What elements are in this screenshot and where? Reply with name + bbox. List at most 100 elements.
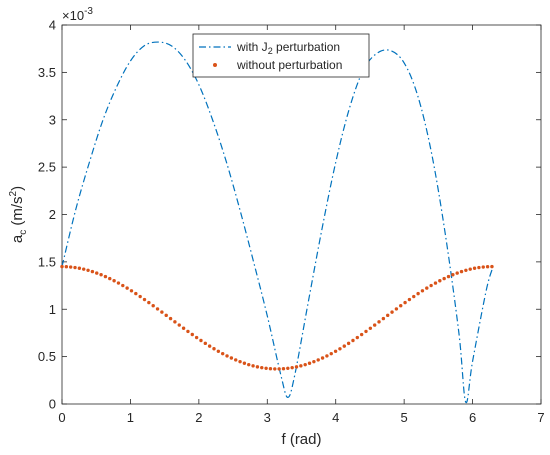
legend-box bbox=[192, 33, 370, 78]
y-axis-label-unit-open: (m/s bbox=[9, 196, 26, 229]
series-point-without-perturbation bbox=[372, 323, 377, 327]
series-point-without-perturbation bbox=[138, 294, 142, 299]
series-point-without-perturbation bbox=[290, 365, 294, 370]
series-point-without-perturbation bbox=[242, 361, 247, 365]
series-point-without-perturbation bbox=[212, 347, 216, 351]
legend-entry-with-j2-sub: 2 bbox=[268, 46, 273, 56]
y-tick-label: 0 bbox=[49, 397, 56, 412]
x-tick-label: 3 bbox=[264, 410, 271, 425]
series-point-without-perturbation bbox=[294, 365, 299, 369]
series-point-without-perturbation bbox=[251, 364, 255, 368]
series-point-without-perturbation bbox=[103, 274, 108, 279]
series-point-without-perturbation bbox=[307, 361, 312, 365]
series-point-without-perturbation bbox=[108, 276, 112, 281]
series-line-with-j2 bbox=[61, 41, 494, 404]
series-point-without-perturbation bbox=[407, 297, 412, 302]
series-point-without-perturbation bbox=[260, 365, 264, 370]
series-point-without-perturbation bbox=[477, 265, 481, 270]
series-point-without-perturbation bbox=[264, 366, 268, 370]
series-point-without-perturbation bbox=[181, 326, 186, 330]
series-point-without-perturbation bbox=[381, 316, 386, 321]
series-point-without-perturbation bbox=[207, 344, 212, 348]
series-point-without-perturbation bbox=[95, 271, 99, 275]
series-point-without-perturbation bbox=[64, 265, 69, 269]
series-point-without-perturbation bbox=[177, 323, 181, 327]
series-point-without-perturbation bbox=[168, 316, 173, 321]
series-point-without-perturbation bbox=[442, 276, 446, 281]
series-point-without-perturbation bbox=[255, 365, 260, 369]
series-point-without-perturbation bbox=[446, 274, 451, 279]
series-point-without-perturbation bbox=[412, 294, 416, 299]
series-point-without-perturbation bbox=[194, 335, 199, 340]
series-point-without-perturbation bbox=[325, 354, 329, 358]
series-point-without-perturbation bbox=[147, 300, 151, 305]
series-point-without-perturbation bbox=[247, 362, 251, 367]
series-point-without-perturbation bbox=[116, 281, 121, 285]
series-point-without-perturbation bbox=[273, 367, 277, 371]
series-point-without-perturbation bbox=[399, 304, 403, 308]
y-axis-label-unit-close: ) bbox=[9, 186, 26, 191]
series-point-without-perturbation bbox=[129, 289, 134, 293]
legend-entry-with-j2-post: perturbation bbox=[273, 40, 340, 54]
series-point-without-perturbation bbox=[433, 281, 438, 285]
series-point-without-perturbation bbox=[420, 289, 425, 293]
series-point-without-perturbation bbox=[346, 341, 351, 346]
series-point-without-perturbation bbox=[316, 358, 320, 362]
series-point-without-perturbation bbox=[355, 335, 360, 340]
y-tick-label: 1 bbox=[49, 302, 56, 317]
series-point-without-perturbation bbox=[112, 279, 116, 283]
y-axis-exponent-label: ×10-3 bbox=[62, 6, 93, 23]
y-tick-label: 3 bbox=[49, 112, 56, 127]
y-axis-label-sup: 2 bbox=[8, 190, 19, 196]
series-point-without-perturbation bbox=[333, 349, 338, 353]
series-point-without-perturbation bbox=[303, 362, 307, 367]
axes-box bbox=[61, 24, 542, 405]
y-tick-label: 3.5 bbox=[38, 65, 56, 80]
series-point-without-perturbation bbox=[155, 307, 160, 311]
x-tick-label: 0 bbox=[58, 410, 65, 425]
series-point-without-perturbation bbox=[121, 283, 125, 288]
series-point-without-perturbation bbox=[329, 351, 333, 356]
series-point-without-perturbation bbox=[225, 354, 229, 358]
series-point-without-perturbation bbox=[238, 359, 242, 364]
legend-entry-with-j2: with J2 perturbation bbox=[236, 40, 340, 56]
x-tick-label: 5 bbox=[401, 410, 408, 425]
series-point-without-perturbation bbox=[186, 329, 190, 334]
series-point-without-perturbation bbox=[73, 265, 77, 270]
y-tick-label: 4 bbox=[49, 18, 56, 33]
series-point-without-perturbation bbox=[268, 367, 273, 371]
series-point-without-perturbation bbox=[368, 326, 373, 330]
series-point-without-perturbation bbox=[142, 297, 147, 302]
series-point-without-perturbation bbox=[190, 332, 194, 337]
series-point-without-perturbation bbox=[86, 268, 90, 272]
legend-entry-with-j2-pre: with J bbox=[236, 40, 268, 54]
y-tick-label: 2.5 bbox=[38, 160, 56, 175]
series-point-without-perturbation bbox=[468, 267, 472, 271]
x-tick-label: 6 bbox=[469, 410, 476, 425]
legend: with J2 perturbation without perturbatio… bbox=[192, 33, 370, 78]
series-point-without-perturbation bbox=[281, 367, 286, 371]
x-tick-label: 7 bbox=[537, 410, 544, 425]
series-point-without-perturbation bbox=[77, 266, 82, 270]
legend-swatch-without-perturbation bbox=[213, 63, 217, 67]
series-point-without-perturbation bbox=[216, 349, 221, 353]
series-point-without-perturbation bbox=[203, 341, 208, 346]
series-point-without-perturbation bbox=[455, 271, 459, 275]
x-axis-label: f (rad) bbox=[281, 431, 321, 448]
series-point-without-perturbation bbox=[234, 358, 238, 362]
y-tick-label: 0.5 bbox=[38, 349, 56, 364]
y-axis-ticks: 0 0.5 1 1.5 2 2.5 3 3.5 4 bbox=[38, 18, 541, 412]
series-point-without-perturbation bbox=[151, 304, 155, 308]
y-axis-exponent-base: ×10 bbox=[62, 8, 84, 23]
series-point-without-perturbation bbox=[485, 265, 490, 269]
series-point-without-perturbation bbox=[403, 300, 407, 305]
series-point-without-perturbation bbox=[99, 273, 103, 277]
series-point-without-perturbation bbox=[173, 320, 177, 324]
series-point-without-perturbation bbox=[438, 279, 442, 283]
series-point-without-perturbation bbox=[90, 269, 95, 274]
series-point-without-perturbation bbox=[60, 264, 64, 269]
series-point-without-perturbation bbox=[82, 267, 86, 271]
series-point-without-perturbation bbox=[134, 291, 138, 296]
series-point-without-perturbation bbox=[490, 264, 494, 269]
